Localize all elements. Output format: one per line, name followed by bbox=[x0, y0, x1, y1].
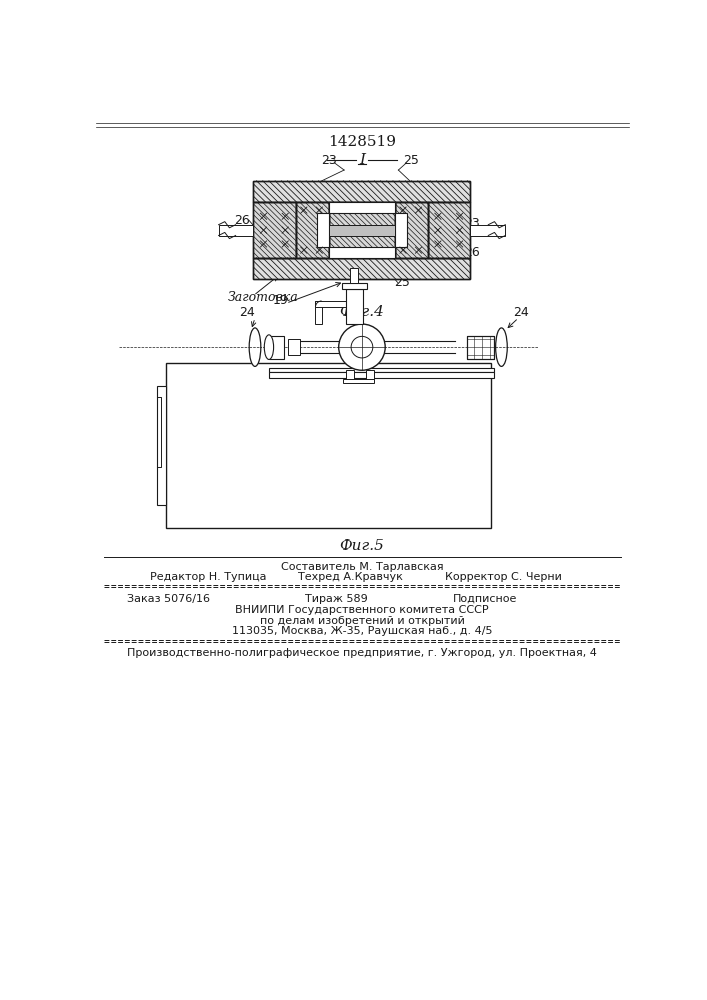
Bar bbox=[329, 202, 395, 258]
Bar bbox=[329, 225, 395, 235]
Text: Составитель М. Тарлавская: Составитель М. Тарлавская bbox=[281, 562, 443, 572]
Ellipse shape bbox=[264, 335, 274, 359]
Bar bbox=[470, 225, 506, 235]
Text: Заказ 5076/16: Заказ 5076/16 bbox=[127, 594, 210, 604]
Text: 1428519: 1428519 bbox=[328, 135, 396, 149]
Bar bbox=[296, 202, 329, 258]
Text: 19: 19 bbox=[273, 294, 288, 307]
Bar bbox=[428, 202, 470, 258]
Circle shape bbox=[351, 336, 373, 358]
Bar bbox=[315, 301, 322, 324]
Bar bbox=[288, 339, 300, 355]
Bar bbox=[467, 336, 493, 359]
Bar bbox=[218, 225, 253, 235]
Text: Фиг.5: Фиг.5 bbox=[339, 539, 385, 553]
Bar bbox=[253, 181, 470, 202]
Bar bbox=[269, 368, 493, 372]
Bar bbox=[253, 258, 470, 279]
Ellipse shape bbox=[496, 328, 507, 366]
Bar bbox=[343, 379, 373, 383]
Bar bbox=[156, 386, 166, 505]
Bar bbox=[317, 213, 329, 247]
Bar bbox=[269, 336, 284, 359]
Text: по делам изобретений и открытий: по делам изобретений и открытий bbox=[259, 615, 464, 626]
Text: 25: 25 bbox=[395, 276, 410, 289]
Bar bbox=[341, 283, 367, 289]
Text: Редактор Н. Тупица: Редактор Н. Тупица bbox=[151, 572, 267, 582]
Bar bbox=[346, 370, 354, 379]
Bar bbox=[253, 202, 296, 258]
Bar bbox=[329, 202, 395, 258]
Text: Производственно-полиграфическое предприятие, г. Ужгород, ул. Проектная, 4: Производственно-полиграфическое предприя… bbox=[127, 648, 597, 658]
Text: Фиг.4: Фиг.4 bbox=[339, 306, 385, 320]
Circle shape bbox=[339, 324, 385, 370]
Text: 23: 23 bbox=[321, 154, 337, 167]
Bar bbox=[395, 202, 428, 258]
Bar bbox=[315, 301, 354, 307]
Bar bbox=[166, 363, 491, 528]
Text: Тираж 589: Тираж 589 bbox=[305, 594, 368, 604]
Text: Корректор С. Черни: Корректор С. Черни bbox=[445, 572, 562, 582]
Text: x: x bbox=[247, 225, 252, 234]
Bar bbox=[428, 202, 470, 258]
Text: 26: 26 bbox=[234, 214, 250, 227]
Text: ВНИИПИ Государственного комитета СССР: ВНИИПИ Государственного комитета СССР bbox=[235, 605, 489, 615]
Bar bbox=[366, 370, 373, 379]
Text: 26: 26 bbox=[464, 246, 480, 259]
Ellipse shape bbox=[249, 328, 261, 366]
Text: 113035, Москва, Ж-35, Раушская наб., д. 4/5: 113035, Москва, Ж-35, Раушская наб., д. … bbox=[232, 626, 492, 636]
Bar bbox=[395, 213, 407, 247]
Text: 23: 23 bbox=[464, 217, 480, 230]
Text: Заготовка: Заготовка bbox=[228, 291, 298, 304]
Bar bbox=[269, 372, 493, 378]
Text: 24: 24 bbox=[513, 306, 529, 319]
Text: 25: 25 bbox=[403, 154, 419, 167]
Bar bbox=[253, 181, 470, 202]
Bar bbox=[351, 268, 358, 283]
Bar bbox=[395, 202, 428, 258]
Bar bbox=[346, 289, 363, 324]
Bar bbox=[296, 202, 329, 258]
Bar bbox=[253, 202, 296, 258]
Text: 24: 24 bbox=[240, 306, 255, 319]
Bar bbox=[467, 336, 493, 359]
Text: Подписное: Подписное bbox=[452, 594, 517, 604]
Bar bbox=[329, 247, 395, 258]
Text: Техред А.Кравчук: Техред А.Кравчук bbox=[298, 572, 402, 582]
Text: I: I bbox=[359, 153, 365, 167]
Bar bbox=[253, 258, 470, 279]
Bar bbox=[329, 202, 395, 213]
